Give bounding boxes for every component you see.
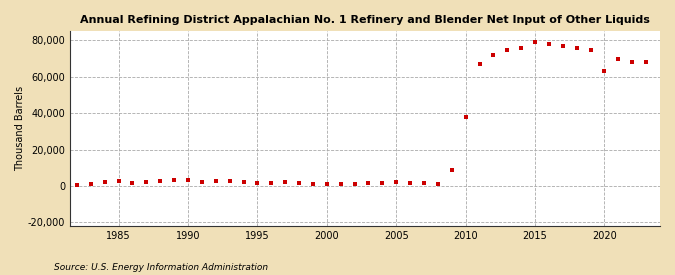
Text: Source: U.S. Energy Information Administration: Source: U.S. Energy Information Administ… (54, 263, 268, 272)
Title: Annual Refining District Appalachian No. 1 Refinery and Blender Net Input of Oth: Annual Refining District Appalachian No.… (80, 15, 650, 25)
Y-axis label: Thousand Barrels: Thousand Barrels (15, 86, 25, 171)
